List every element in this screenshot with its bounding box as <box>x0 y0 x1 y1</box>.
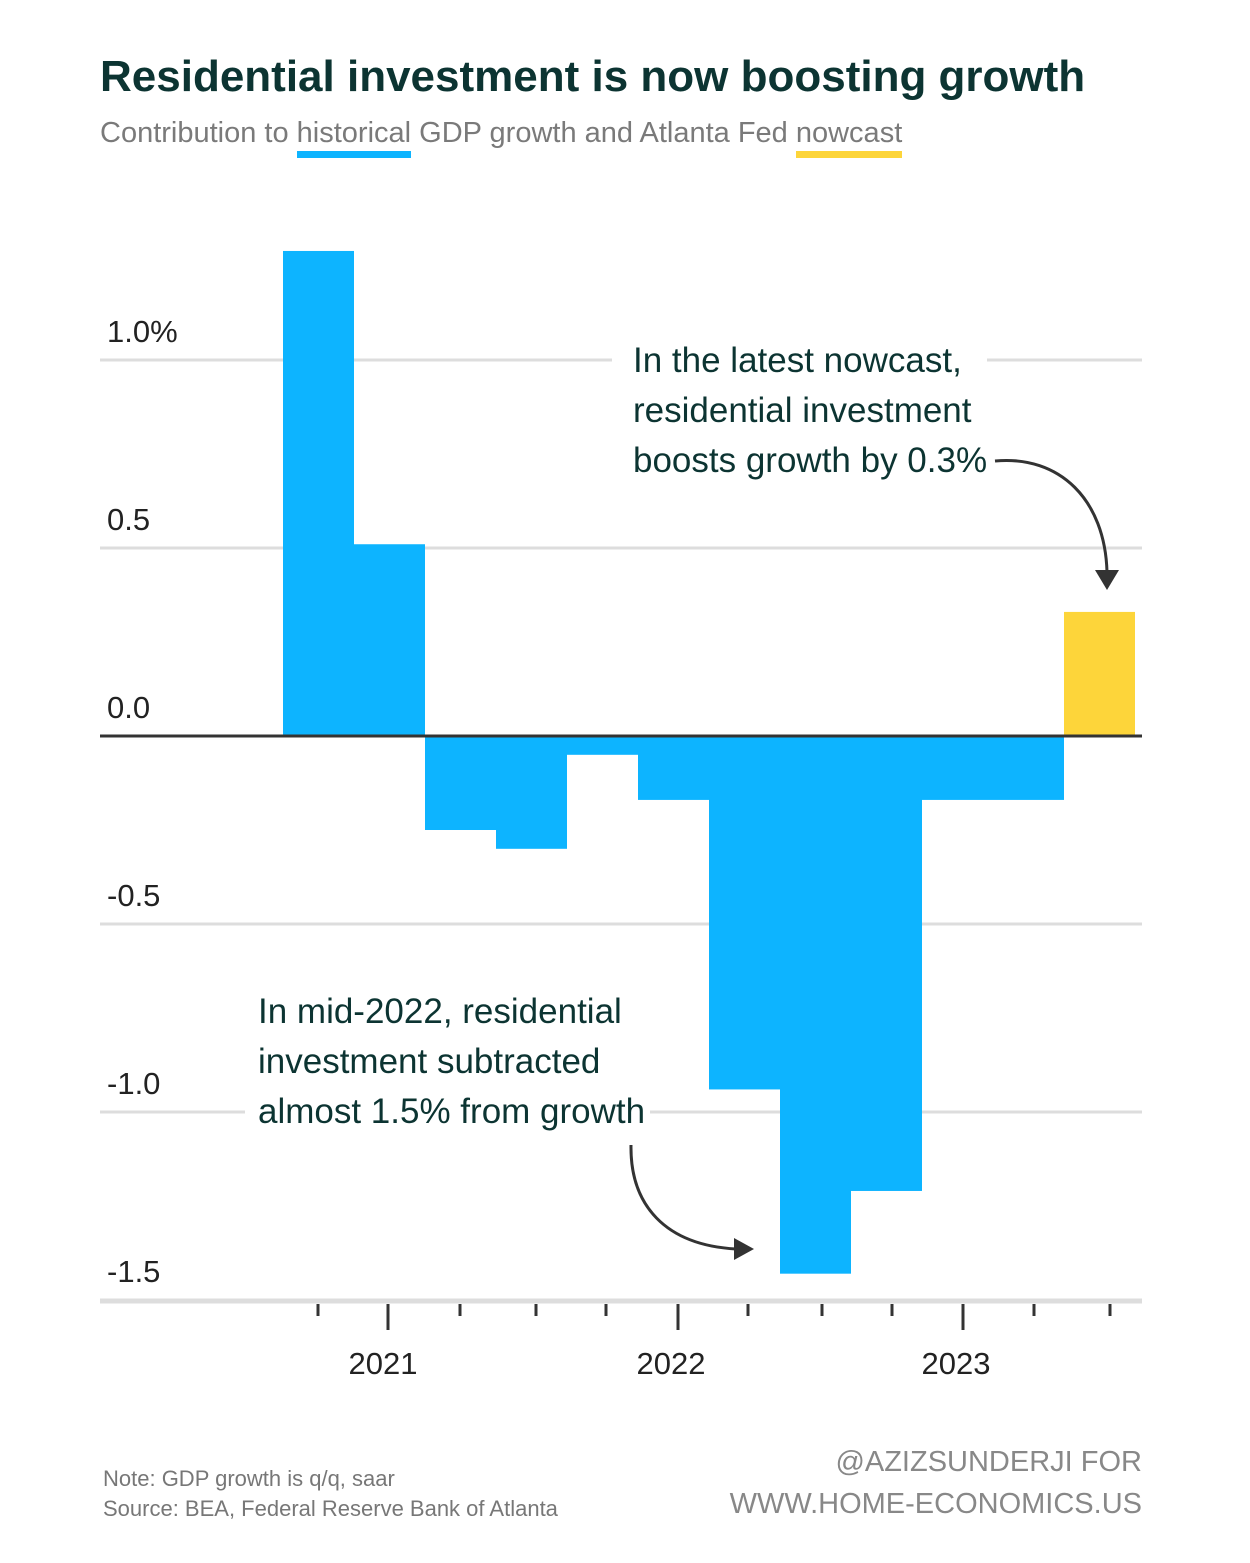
subtitle-middle: GDP growth and Atlanta Fed <box>411 117 796 149</box>
legend-historical: historical <box>296 117 412 159</box>
subtitle-prefix: Contribution to <box>100 117 297 149</box>
bar-historical-2023 Q2 <box>993 736 1064 800</box>
bar-nowcast-2023 Q3 <box>1064 611 1135 736</box>
y-tick-label: -1.5 <box>107 1254 160 1289</box>
bar-chart: 1.0% 0.5 0.0 -0.5 -1.0 -1.5 2021 2022 2023 In th… <box>100 250 1142 1381</box>
annotation-nowcast-bg <box>612 328 987 488</box>
annotation-nowcast-arrow <box>994 458 1109 573</box>
annotation-mid2022-line-3: almost 1.5% from growth <box>258 1092 645 1131</box>
x-year-label: 2023 <box>922 1346 991 1381</box>
annotation-nowcast-arrowhead <box>1095 570 1119 590</box>
x-year-label: 2021 <box>349 1346 418 1381</box>
bar-historical-2023 Q1 <box>922 736 993 800</box>
annotation-mid2022-bg <box>245 980 650 1130</box>
annotation-mid2022-arrow <box>629 1144 737 1251</box>
chart-subtitle: Contribution to historical GDP growth an… <box>100 117 903 159</box>
y-tick-label: 1.0% <box>107 314 178 349</box>
chart-title: Residential investment is now boosting g… <box>100 52 1086 101</box>
footer-source: Source: BEA, Federal Reserve Bank of Atl… <box>103 1496 558 1521</box>
axis-layer <box>100 734 1142 1330</box>
bar-historical-2022 Q4 <box>851 736 922 1191</box>
bar-historical-2022 Q1 <box>638 736 709 800</box>
bar-historical-2021 Q2 <box>425 736 496 830</box>
footer-credit-handle: @AZIZSUNDERJI FOR <box>835 1446 1142 1478</box>
footer-note: Note: GDP growth is q/q, saar <box>103 1466 395 1491</box>
label-layer: 1.0% 0.5 0.0 -0.5 -1.0 -1.5 2021 2022 2023 <box>107 314 990 1381</box>
y-tick-label: -1.0 <box>107 1066 160 1101</box>
legend-nowcast: nowcast <box>795 117 903 159</box>
bar-historical-2021 Q1 <box>354 544 425 736</box>
y-tick-label: 0.5 <box>107 502 150 537</box>
bar-historical-2022 Q3 <box>780 736 851 1274</box>
bar-layer <box>283 250 1135 1274</box>
annotation-mid2022-line-1: In mid-2022, residential <box>258 992 622 1031</box>
annotation-mid2022-arrowhead <box>734 1238 754 1260</box>
annotation-layer: In the latest nowcast, residential inves… <box>245 328 1119 1260</box>
grid-layer <box>100 358 1142 1302</box>
bar-historical-2021 Q3 <box>496 736 567 849</box>
y-tick-label: -0.5 <box>107 878 160 913</box>
x-year-label: 2022 <box>637 1346 706 1381</box>
bar-historical-2020 Q4 <box>283 250 354 736</box>
footer-credit-site: WWW.HOME-ECONOMICS.US <box>729 1488 1142 1520</box>
annotation-mid2022-line-2: investment subtracted <box>258 1042 600 1081</box>
annotation-nowcast-line-3: boosts growth by 0.3% <box>633 441 987 480</box>
bar-historical-2022 Q2 <box>709 736 780 1090</box>
annotation-nowcast-line-2: residential investment <box>633 391 972 430</box>
y-tick-label: 0.0 <box>107 690 150 725</box>
annotation-nowcast-line-1: In the latest nowcast, <box>633 341 962 380</box>
bar-historical-2021 Q4 <box>567 736 638 755</box>
